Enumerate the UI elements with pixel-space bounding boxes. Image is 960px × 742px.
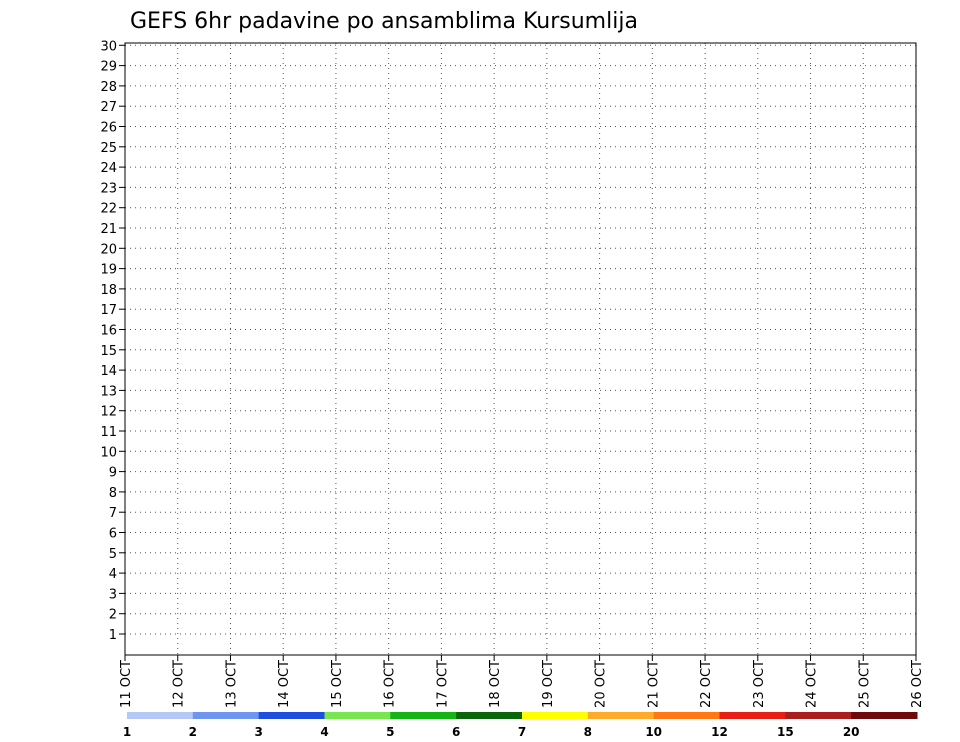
x-tick-label: 21 OCT: [646, 660, 661, 708]
x-tick-label: 23 OCT: [752, 660, 767, 708]
x-tick-label: 19 OCT: [541, 660, 556, 708]
colorbar-segment: [390, 712, 457, 719]
y-tick-label: 30: [100, 39, 117, 54]
x-tick-label: 11 OCT: [119, 660, 134, 708]
y-tick-label: 29: [100, 60, 117, 75]
x-tick-label: 22 OCT: [699, 660, 714, 708]
colorbar-label: 4: [320, 725, 328, 739]
x-tick-label: 17 OCT: [435, 660, 450, 708]
y-tick-label: 2: [109, 608, 117, 623]
x-tick-label: 26 OCT: [910, 660, 925, 708]
y-tick-label: 18: [100, 283, 117, 298]
colorbar-label: 8: [584, 725, 592, 739]
colorbar-segment: [522, 712, 589, 719]
colorbar-segment: [192, 712, 260, 719]
y-tick-label: 20: [100, 242, 117, 257]
x-tick-label: 13 OCT: [224, 660, 239, 708]
y-tick-label: 4: [109, 567, 117, 582]
y-tick-label: 8: [109, 486, 117, 501]
plot-frame: [124, 42, 917, 656]
y-axis-ticks: 1234567891011121314151617181920212223242…: [100, 39, 125, 643]
colorbar-label: 1: [123, 725, 131, 739]
y-tick-label: 26: [100, 121, 117, 136]
colorbar-segment: [324, 712, 391, 719]
y-tick-label: 22: [100, 202, 117, 217]
y-tick-label: 28: [100, 80, 117, 95]
colorbar-segment: [719, 712, 786, 719]
y-tick-label: 6: [109, 527, 117, 542]
colorbar-label: 3: [254, 725, 262, 739]
dotted-grid: [125, 43, 916, 655]
y-tick-label: 12: [100, 405, 117, 420]
colorbar-segment: [851, 712, 918, 719]
colorbar-segment: [127, 712, 194, 719]
x-tick-label: 20 OCT: [594, 660, 609, 708]
colorbar-label: 7: [518, 725, 526, 739]
colorbar-segment: [587, 712, 655, 719]
colorbar-label: 12: [711, 725, 728, 739]
x-tick-label: 15 OCT: [330, 660, 345, 708]
y-tick-label: 14: [100, 364, 117, 379]
y-tick-label: 24: [100, 161, 117, 176]
y-tick-label: 19: [100, 263, 117, 278]
x-tick-label: 25 OCT: [857, 660, 872, 708]
colorbar-segment: [258, 712, 325, 719]
y-tick-label: 11: [100, 425, 117, 440]
colorbar-label: 10: [645, 725, 662, 739]
y-tick-label: 25: [100, 141, 117, 156]
y-tick-label: 21: [100, 222, 117, 237]
colorbar-label: 15: [777, 725, 794, 739]
x-tick-label: 16 OCT: [383, 660, 398, 708]
y-tick-label: 16: [100, 324, 117, 339]
y-tick-label: 5: [109, 547, 117, 562]
colorbar-segment: [785, 712, 852, 719]
y-tick-label: 27: [100, 100, 117, 115]
x-tick-label: 14 OCT: [277, 660, 292, 708]
y-tick-label: 9: [109, 466, 117, 481]
colorbar-segment: [653, 712, 720, 719]
x-tick-label: 12 OCT: [172, 660, 187, 708]
y-tick-label: 23: [100, 181, 117, 196]
colorbar-segment: [456, 712, 523, 719]
chart-title: GEFS 6hr padavine po ansamblima Kursumli…: [130, 9, 638, 34]
colorbar-label: 6: [452, 725, 460, 739]
y-tick-label: 10: [100, 445, 117, 460]
colorbar-label: 5: [386, 725, 394, 739]
x-tick-label: 18 OCT: [488, 660, 503, 708]
y-tick-label: 15: [100, 344, 117, 359]
y-tick-label: 17: [100, 303, 117, 318]
y-tick-label: 1: [109, 628, 117, 643]
y-tick-label: 3: [109, 587, 117, 602]
colorbar-label: 2: [189, 725, 197, 739]
colorbar-label: 20: [843, 725, 860, 739]
colorbar-legend: 1 2 3 4 5 6 7 8 10 12 15 20: [123, 712, 918, 739]
y-tick-label: 7: [109, 506, 117, 521]
x-axis-ticks: 11 OCT 12 OCT 13 OCT 14 OCT 15 OCT 16 OCT 17 O…: [119, 655, 925, 708]
x-tick-label: 24 OCT: [805, 660, 820, 708]
y-tick-label: 13: [100, 384, 117, 399]
